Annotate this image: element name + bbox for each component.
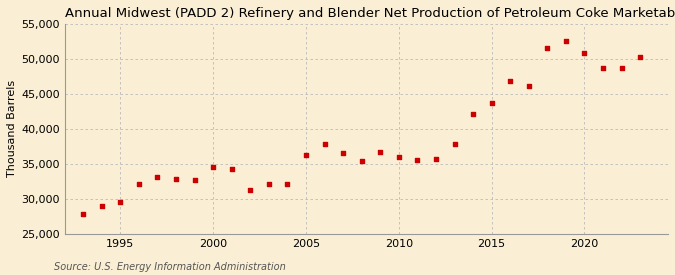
Text: Source: U.S. Energy Information Administration: Source: U.S. Energy Information Administ… <box>54 262 286 272</box>
Point <box>431 157 441 161</box>
Point <box>579 51 590 56</box>
Point <box>263 181 274 186</box>
Point <box>375 150 385 154</box>
Text: Annual Midwest (PADD 2) Refinery and Blender Net Production of Petroleum Coke Ma: Annual Midwest (PADD 2) Refinery and Ble… <box>65 7 675 20</box>
Point <box>189 178 200 182</box>
Point <box>282 181 293 186</box>
Point <box>616 66 627 70</box>
Point <box>560 39 571 44</box>
Point <box>597 66 608 70</box>
Point <box>338 151 348 156</box>
Point <box>226 167 237 171</box>
Point <box>319 141 330 146</box>
Point <box>394 155 404 159</box>
Point <box>634 55 645 60</box>
Point <box>523 83 534 88</box>
Point <box>486 101 497 105</box>
Point <box>505 78 516 83</box>
Point <box>412 158 423 162</box>
Point <box>97 204 107 208</box>
Point <box>356 159 367 163</box>
Point <box>542 46 553 51</box>
Point <box>152 175 163 179</box>
Point <box>171 177 182 181</box>
Point <box>449 142 460 147</box>
Y-axis label: Thousand Barrels: Thousand Barrels <box>7 80 17 177</box>
Point <box>208 165 219 170</box>
Point <box>134 181 144 186</box>
Point <box>115 200 126 204</box>
Point <box>245 188 256 192</box>
Point <box>468 112 479 116</box>
Point <box>300 153 311 157</box>
Point <box>78 211 88 216</box>
